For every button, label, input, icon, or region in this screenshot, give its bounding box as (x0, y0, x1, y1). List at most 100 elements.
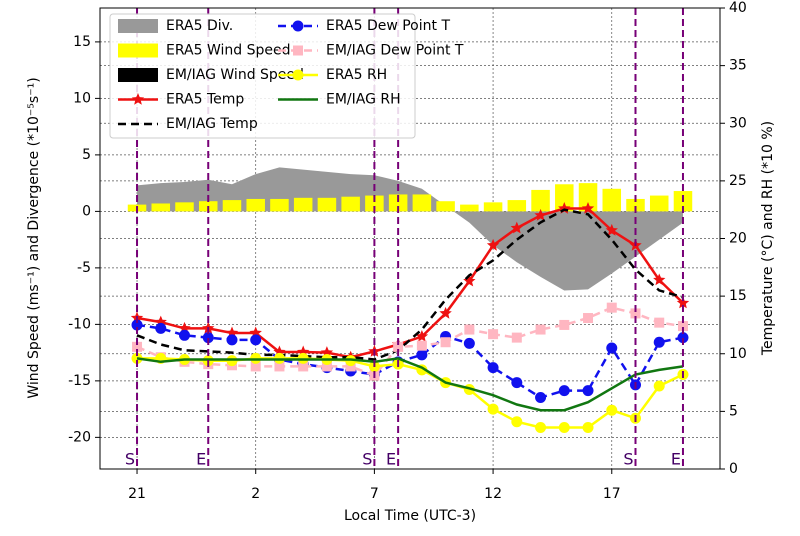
legend-label: ERA5 Div. (166, 18, 233, 34)
legend-label: EM/IAG Temp (166, 116, 258, 132)
y2-tick-label: 40 (729, 0, 747, 16)
bar (531, 189, 550, 212)
y-tick-label: -10 (68, 316, 91, 332)
marker (225, 326, 239, 339)
marker (487, 403, 499, 415)
marker (321, 361, 332, 372)
x-tick-label: 17 (603, 486, 621, 502)
legend-box (109, 13, 416, 139)
marker (654, 317, 665, 328)
marker (488, 329, 499, 340)
y2-tick-label: 10 (729, 346, 747, 362)
legend-label: EM/IAG RH (326, 92, 401, 108)
marker (179, 329, 191, 341)
event-label: S (125, 450, 135, 469)
marker (511, 377, 523, 389)
y-tick-label: -15 (68, 373, 91, 389)
legend-swatch (118, 43, 158, 58)
legend-marker (292, 69, 304, 81)
marker (464, 324, 475, 335)
marker (581, 202, 595, 214)
y-tick-label: -5 (77, 260, 91, 276)
marker (298, 361, 309, 372)
marker (416, 340, 427, 351)
marker (535, 392, 547, 404)
y-axis-label: Wind Speed (ms⁻¹) and Divergence (*10⁻⁵s… (26, 77, 42, 398)
marker (393, 341, 404, 352)
y-tick-label: 0 (82, 203, 91, 219)
marker (582, 385, 594, 397)
y2-tick-label: 35 (729, 58, 747, 74)
bar (270, 198, 289, 212)
marker (606, 302, 617, 313)
event-label: S (623, 450, 633, 469)
marker (535, 324, 546, 335)
marker (249, 326, 262, 339)
marker (415, 330, 429, 342)
bar (460, 204, 479, 212)
x-tick-label: 7 (370, 486, 379, 502)
bar (246, 198, 265, 212)
y-tick-label: -20 (68, 429, 91, 445)
y-tick-label: 5 (82, 147, 91, 163)
bar (436, 201, 455, 212)
marker (534, 208, 547, 221)
marker (274, 361, 285, 372)
marker (416, 349, 428, 361)
marker (605, 223, 618, 236)
marker (440, 337, 451, 348)
bar (222, 200, 242, 212)
marker (653, 273, 666, 286)
marker (559, 319, 570, 330)
x-tick-label: 12 (484, 486, 502, 502)
bar (175, 202, 194, 212)
event-label: E (386, 450, 396, 469)
legend-marker (293, 45, 303, 56)
marker (558, 422, 570, 434)
marker (250, 334, 262, 346)
bar (483, 202, 503, 212)
legend-marker (131, 93, 145, 105)
marker (676, 296, 690, 309)
legend-swatch (118, 19, 158, 33)
event-label: E (671, 450, 681, 469)
x-tick-label: 2 (251, 486, 260, 502)
marker (558, 385, 570, 397)
marker (653, 380, 665, 392)
bar (365, 195, 384, 212)
marker (583, 313, 594, 324)
marker (582, 422, 594, 434)
marker (250, 361, 261, 372)
marker (630, 308, 641, 319)
marker (320, 346, 334, 358)
bar (293, 197, 313, 212)
bar (341, 196, 360, 212)
bar (151, 203, 171, 212)
marker (535, 422, 547, 434)
bar (507, 200, 527, 212)
line (136, 357, 684, 412)
marker (131, 319, 143, 331)
legend: ERA5 Div. ERA5 Wind Speed EM/IAG Wind Spee… (109, 13, 464, 139)
plot-frame (99, 7, 721, 470)
area (137, 167, 683, 291)
marker (677, 321, 688, 332)
legend-label: ERA5 Dew Point T (326, 18, 450, 34)
line (137, 357, 684, 429)
x-axis-label: Local Time (UTC-3) (344, 508, 476, 524)
marker (511, 332, 522, 343)
marker (202, 332, 214, 344)
marker (178, 321, 191, 334)
y2-tick-label: 0 (729, 461, 738, 477)
legend-label: EM/IAG Wind Speed (166, 67, 304, 83)
legend-label: ERA5 Wind Speed (166, 43, 290, 59)
event-label: S (362, 450, 372, 469)
marker (463, 337, 475, 349)
y2-tick-label: 20 (729, 231, 747, 247)
marker (606, 342, 618, 354)
y-tick-label: 10 (73, 90, 91, 106)
legend-swatch (118, 68, 158, 82)
y2-axis-label: Temperature (°C) and RH (*10 %) (760, 121, 776, 356)
bar (388, 194, 408, 212)
